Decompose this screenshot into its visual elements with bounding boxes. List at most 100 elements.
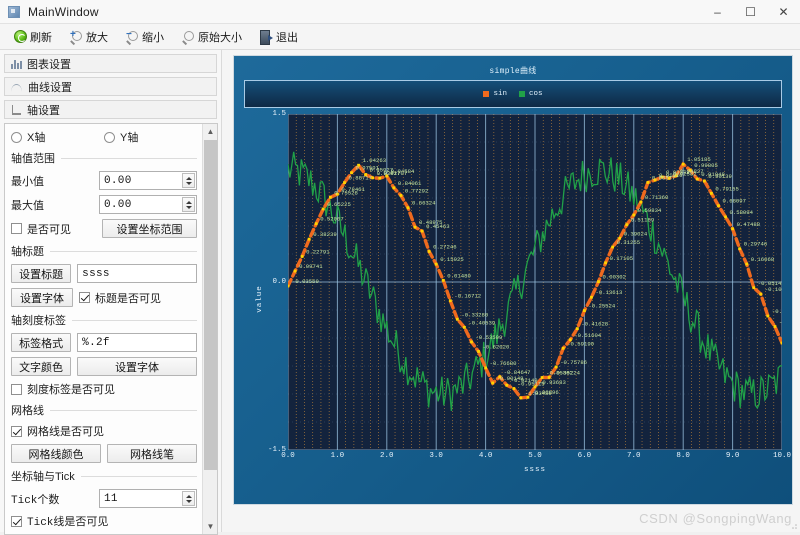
legend-item-sin[interactable]: sin xyxy=(483,90,507,98)
svg-text:0.75528: 0.75528 xyxy=(334,189,358,196)
x-axis-ticks: 0.0 1.0 2.0 3.0 4.0 5.0 6.0 7.0 8.0 9.0 10.0 xyxy=(281,452,791,464)
tick-visible-checkbox[interactable]: Tick线是否可见 xyxy=(11,513,108,529)
svg-text:-0.85224: -0.85224 xyxy=(553,370,580,377)
svg-text:0.59834: 0.59834 xyxy=(638,207,662,214)
grid-buttons-row: 网格线颜色 网格线笔 xyxy=(11,444,197,463)
svg-text:0.31255: 0.31255 xyxy=(617,239,641,246)
scroll-down-icon[interactable]: ▼ xyxy=(206,522,215,531)
x-tick-label: 0.0 xyxy=(281,452,295,460)
min-value-stepper[interactable] xyxy=(182,173,195,188)
window-title: MainWindow xyxy=(28,4,99,19)
set-title-button[interactable]: 设置标题 xyxy=(11,264,72,283)
max-value-text: 0.00 xyxy=(104,198,132,211)
svg-text:0.51189: 0.51189 xyxy=(631,217,655,224)
grid-visible-checkbox[interactable]: 网格线是否可见 xyxy=(11,423,104,439)
exit-icon xyxy=(260,30,273,45)
svg-text:-0.39728: -0.39728 xyxy=(779,319,782,326)
sidebar-scrollbar[interactable]: ▲ ▼ xyxy=(202,124,217,534)
x-tick-label: 3.0 xyxy=(429,452,443,460)
label-format-button[interactable]: 标签格式 xyxy=(11,333,72,352)
svg-text:-0.59190: -0.59190 xyxy=(567,340,594,347)
svg-text:0.88877: 0.88877 xyxy=(652,175,676,182)
title-set-font-button[interactable]: 设置字体 xyxy=(11,288,73,307)
tick-visible-label: Tick线是否可见 xyxy=(27,517,109,529)
radio-y-axis-label: Y轴 xyxy=(120,132,139,144)
svg-text:0.45463: 0.45463 xyxy=(426,223,450,230)
section-chart-settings[interactable]: 图表设置 xyxy=(4,54,217,73)
x-tick-label: 9.0 xyxy=(725,452,740,460)
svg-text:0.00302: 0.00302 xyxy=(603,274,627,281)
svg-text:0.92707: 0.92707 xyxy=(384,170,408,177)
grid-color-button[interactable]: 网格线颜色 xyxy=(11,444,101,463)
axis-title-input[interactable]: ssss xyxy=(77,264,197,283)
svg-text:-0.95115: -0.95115 xyxy=(518,381,545,388)
svg-text:-0.75786: -0.75786 xyxy=(560,359,587,366)
svg-text:0.22791: 0.22791 xyxy=(306,249,330,256)
scroll-up-icon[interactable]: ▲ xyxy=(206,127,215,136)
max-value-input[interactable]: 0.00 xyxy=(99,195,197,214)
zoom-in-button[interactable]: + 放大 xyxy=(62,26,116,48)
zoom-in-label: 放大 xyxy=(86,31,108,44)
svg-text:0.90139: 0.90139 xyxy=(708,173,732,180)
svg-text:0.58094: 0.58094 xyxy=(730,209,754,216)
ticklabel-font-row: 文字颜色 设置字体 xyxy=(11,357,197,376)
ticklabel-set-font-button[interactable]: 设置字体 xyxy=(77,357,197,376)
title-visible-checkbox[interactable]: 标题是否可见 xyxy=(79,290,161,306)
max-value-stepper[interactable] xyxy=(182,197,195,212)
tick-count-label: Tick个数 xyxy=(11,494,60,507)
close-button[interactable]: ✕ xyxy=(778,5,789,19)
legend-item-cos[interactable]: cos xyxy=(519,90,543,98)
axis-icon xyxy=(11,104,22,115)
min-value-label: 最小值 xyxy=(11,175,44,188)
text-color-button[interactable]: 文字颜色 xyxy=(11,357,72,376)
radio-x-axis[interactable]: X轴 xyxy=(11,129,104,145)
set-range-button[interactable]: 设置坐标范围 xyxy=(102,219,197,238)
section-axis-settings-label: 轴设置 xyxy=(27,104,60,117)
chart-panel[interactable]: simple曲线 sin cos value 1.5 0.0 -1.5 -0.035… xyxy=(233,55,800,505)
actual-size-button[interactable]: 原始大小 xyxy=(174,26,250,48)
radio-y-axis[interactable]: Y轴 xyxy=(104,129,197,145)
ticklabel-visible-checkbox[interactable]: 刻度标签是否可见 xyxy=(11,381,115,397)
scrollbar-thumb[interactable] xyxy=(204,140,217,470)
plot-svg[interactable]: -0.03569 0.09741 0.22791 0.38239 0.52067 0.65… xyxy=(286,113,800,451)
grid-visible-box xyxy=(11,425,22,437)
svg-text:-0.76680: -0.76680 xyxy=(490,360,517,367)
minimize-button[interactable]: – xyxy=(714,5,721,19)
min-value-text: 0.00 xyxy=(104,174,132,187)
section-axis-settings[interactable]: 轴设置 xyxy=(4,100,217,119)
plot-canvas-holder[interactable]: -0.03569 0.09741 0.22791 0.38239 0.52067 0.65… xyxy=(286,113,800,451)
group-axis-range-title: 轴值范围 xyxy=(11,150,197,166)
x-tick-label: 8.0 xyxy=(676,452,690,460)
axis-visible-checkbox[interactable]: 是否可见 xyxy=(11,221,96,237)
svg-text:0.71360: 0.71360 xyxy=(645,194,669,201)
group-ticklabel-text: 轴刻度标签 xyxy=(11,315,66,327)
svg-text:0.01480: 0.01480 xyxy=(447,272,471,279)
chart-legend[interactable]: sin cos xyxy=(244,80,782,108)
x-tick-label: 4.0 xyxy=(478,452,493,460)
resize-grip-icon[interactable] xyxy=(788,520,798,530)
zoom-out-button[interactable]: − 缩小 xyxy=(118,26,172,48)
group-grid-title: 网格线 xyxy=(11,402,197,418)
plot-area[interactable]: value 1.5 0.0 -1.5 -0.03569 0.09741 0.22791 0… xyxy=(244,110,800,484)
group-axis-range-text: 轴值范围 xyxy=(11,153,55,165)
svg-text:0.17105: 0.17105 xyxy=(610,255,634,262)
section-curve-settings[interactable]: 曲线设置 xyxy=(4,77,217,96)
chart-title: simple曲线 xyxy=(489,67,537,76)
axis-visible-label: 是否可见 xyxy=(27,223,71,236)
divider xyxy=(50,409,197,411)
exit-button[interactable]: 退出 xyxy=(252,26,306,48)
label-format-input[interactable]: %.2f xyxy=(77,333,197,352)
tick-count-stepper[interactable] xyxy=(182,491,195,506)
grid-pen-button[interactable]: 网格线笔 xyxy=(107,444,197,463)
window-controls: – ☐ ✕ xyxy=(701,0,800,24)
x-tick-label: 1.0 xyxy=(330,452,345,460)
svg-text:-0.40539: -0.40539 xyxy=(468,319,495,326)
svg-text:-0.30423: -0.30423 xyxy=(772,308,782,315)
tick-count-input[interactable]: 11 xyxy=(99,489,197,508)
refresh-button[interactable]: 刷新 xyxy=(6,26,60,48)
svg-text:0.52067: 0.52067 xyxy=(320,216,344,223)
min-value-input[interactable]: 0.00 xyxy=(99,171,197,190)
maximize-button[interactable]: ☐ xyxy=(745,5,756,19)
svg-text:-1.02896: -1.02896 xyxy=(532,389,559,396)
